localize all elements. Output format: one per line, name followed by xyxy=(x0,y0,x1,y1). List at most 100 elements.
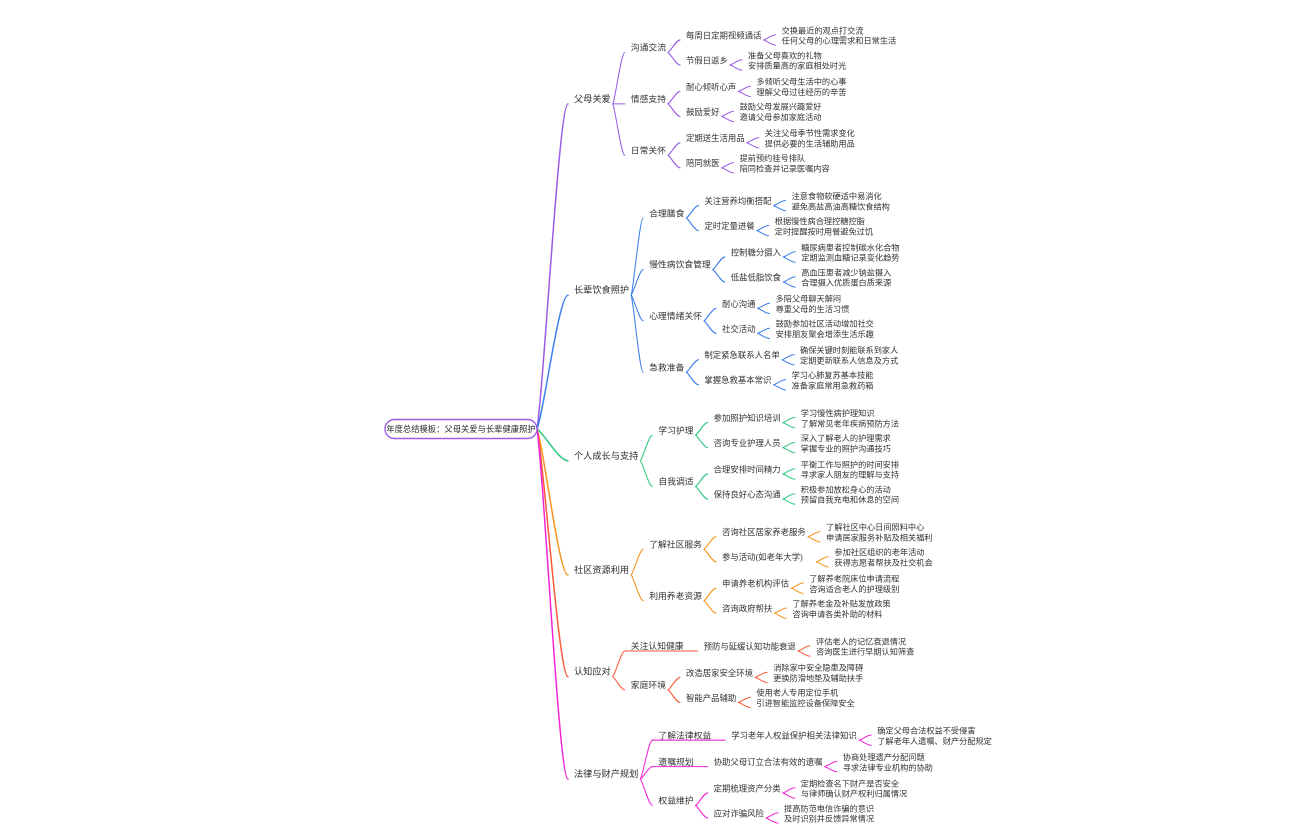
svg-text:了解老年人遗嘱、财产分配规定: 了解老年人遗嘱、财产分配规定 xyxy=(877,736,992,746)
svg-text:沟通交流: 沟通交流 xyxy=(631,42,666,53)
svg-text:获得志愿者帮扶及社交机会: 获得志愿者帮扶及社交机会 xyxy=(834,558,932,568)
svg-text:低盐低脂饮食: 低盐低脂饮食 xyxy=(731,272,782,282)
svg-text:关注认知健康: 关注认知健康 xyxy=(631,640,684,651)
svg-text:高血压患者减少钠盐摄入: 高血压患者减少钠盐摄入 xyxy=(801,267,891,277)
svg-text:定期更新联系人信息及方式: 定期更新联系人信息及方式 xyxy=(800,356,898,366)
svg-text:多倾听父母生活中的心事: 多倾听父母生活中的心事 xyxy=(756,77,846,87)
svg-text:寻求家人朋友的理解与支持: 寻求家人朋友的理解与支持 xyxy=(801,470,899,480)
svg-text:安排朋友聚会增添生活乐趣: 安排朋友聚会增添生活乐趣 xyxy=(776,329,874,339)
svg-text:协助父母订立合法有效的遗嘱: 协助父母订立合法有效的遗嘱 xyxy=(714,757,823,767)
svg-text:协商处理遗产分配问题: 协商处理遗产分配问题 xyxy=(843,752,925,762)
svg-text:合理膳食: 合理膳食 xyxy=(649,207,684,218)
svg-text:年度总结模板：父母关爱与长辈健康照护: 年度总结模板：父母关爱与长辈健康照护 xyxy=(386,424,535,434)
svg-text:陪同检查并记录医嘱内容: 陪同检查并记录医嘱内容 xyxy=(740,164,830,174)
svg-text:提高防范电信诈骗的意识: 提高防范电信诈骗的意识 xyxy=(784,803,874,813)
svg-text:咨询医生进行早期认知筛查: 咨询医生进行早期认知筛查 xyxy=(816,647,914,657)
svg-text:了解社区服务: 了解社区服务 xyxy=(649,539,702,550)
svg-text:个人成长与支持: 个人成长与支持 xyxy=(574,450,638,461)
svg-text:多陪父母聊天解闷: 多陪父母聊天解闷 xyxy=(776,294,842,304)
svg-text:申请养老机构评估: 申请养老机构评估 xyxy=(722,579,790,589)
svg-text:了解社区中心日间照料中心: 了解社区中心日间照料中心 xyxy=(826,522,924,532)
svg-text:尊重父母的生活习惯: 尊重父母的生活习惯 xyxy=(776,304,850,314)
svg-text:预留自我充电和休息的空间: 预留自我充电和休息的空间 xyxy=(801,495,899,505)
svg-text:任何父母的心理需求和日常生活: 任何父母的心理需求和日常生活 xyxy=(782,36,897,46)
svg-text:智能产品辅助: 智能产品辅助 xyxy=(686,693,736,703)
svg-text:学习老年人权益保护相关法律知识: 学习老年人权益保护相关法律知识 xyxy=(731,731,857,741)
svg-text:咨询政府帮扶: 咨询政府帮扶 xyxy=(722,604,773,614)
svg-text:心理情绪关怀: 心理情绪关怀 xyxy=(649,310,702,321)
svg-text:保持良好心态沟通: 保持良好心态沟通 xyxy=(714,489,782,499)
svg-text:评估老人的记忆衰退情况: 评估老人的记忆衰退情况 xyxy=(816,636,906,646)
svg-text:社交活动: 社交活动 xyxy=(722,324,756,334)
svg-text:交换最近的观点打交流: 交换最近的观点打交流 xyxy=(782,25,864,35)
svg-text:认知应对: 认知应对 xyxy=(574,666,611,677)
svg-text:鼓励爱好: 鼓励爱好 xyxy=(686,107,720,117)
svg-text:积极参加放松身心的活动: 积极参加放松身心的活动 xyxy=(801,484,891,494)
svg-text:权益维护: 权益维护 xyxy=(658,795,693,806)
svg-text:准备父母喜欢的礼物: 准备父母喜欢的礼物 xyxy=(748,50,822,60)
svg-text:消除家中安全隐患及障碍: 消除家中安全隐患及障碍 xyxy=(773,663,863,673)
svg-text:鼓励父母发展兴趣爱好: 鼓励父母发展兴趣爱好 xyxy=(740,102,822,112)
svg-text:每周日定期视频通话: 每周日定期视频通话 xyxy=(686,30,762,40)
svg-text:学习心肺复苏基本技能: 学习心肺复苏基本技能 xyxy=(792,370,874,380)
svg-text:情感支持: 情感支持 xyxy=(631,93,666,104)
svg-text:与律师确认财产权利归属情况: 与律师确认财产权利归属情况 xyxy=(801,789,907,799)
svg-text:参加照护知识培训: 参加照护知识培训 xyxy=(714,413,781,423)
svg-text:定期送生活用品: 定期送生活用品 xyxy=(686,133,745,143)
svg-text:应对诈骗风险: 应对诈骗风险 xyxy=(714,808,765,818)
svg-text:使用老人专用定位手机: 使用老人专用定位手机 xyxy=(756,688,839,698)
svg-text:利用养老资源: 利用养老资源 xyxy=(649,590,702,601)
svg-text:准备家庭常用急救药箱: 准备家庭常用急救药箱 xyxy=(792,381,874,391)
svg-text:耐心倾听心声: 耐心倾听心声 xyxy=(686,82,736,92)
svg-text:定时定量进餐: 定时定量进餐 xyxy=(704,221,755,231)
svg-text:慢性病饮食管理: 慢性病饮食管理 xyxy=(649,259,711,270)
svg-text:预防与延缓认知功能衰退: 预防与延缓认知功能衰退 xyxy=(704,641,797,651)
svg-text:参与活动(如老年大学): 参与活动(如老年大学) xyxy=(722,552,803,562)
svg-text:节假日返乡: 节假日返乡 xyxy=(686,55,728,65)
svg-text:参加社区组织的老年活动: 参加社区组织的老年活动 xyxy=(834,547,924,557)
svg-text:父母关爱: 父母关爱 xyxy=(574,93,611,104)
svg-text:日常关怀: 日常关怀 xyxy=(631,145,666,156)
svg-text:糖尿病患者控制碳水化合物: 糖尿病患者控制碳水化合物 xyxy=(801,242,899,252)
svg-text:合理摄入优质蛋白质来源: 合理摄入优质蛋白质来源 xyxy=(801,278,891,288)
svg-text:了解法律权益: 了解法律权益 xyxy=(658,729,711,740)
svg-text:定期监测血糖记录变化趋势: 定期监测血糖记录变化趋势 xyxy=(801,253,899,263)
svg-text:改造居家安全环境: 改造居家安全环境 xyxy=(686,668,753,678)
svg-text:提供必要的生活辅助用品: 提供必要的生活辅助用品 xyxy=(765,139,855,149)
svg-text:急救准备: 急救准备 xyxy=(649,362,684,373)
svg-text:长辈饮食照护: 长辈饮食照护 xyxy=(574,284,629,295)
svg-text:申请居家服务补贴及相关福利: 申请居家服务补贴及相关福利 xyxy=(826,533,932,543)
svg-text:制定紧急联系人名单: 制定紧急联系人名单 xyxy=(704,350,779,360)
svg-text:学习慢性病护理知识: 学习慢性病护理知识 xyxy=(801,408,875,418)
svg-text:自我调适: 自我调适 xyxy=(658,476,693,487)
svg-text:家庭环境: 家庭环境 xyxy=(631,679,666,690)
svg-text:理解父母过往经历的辛苦: 理解父母过往经历的辛苦 xyxy=(756,87,846,97)
svg-text:平衡工作与照护的时间安排: 平衡工作与照护的时间安排 xyxy=(801,459,899,469)
svg-text:及时识别并反馈异常情况: 及时识别并反馈异常情况 xyxy=(784,814,874,824)
svg-text:学习护理: 学习护理 xyxy=(658,424,693,435)
svg-text:定期梳理资产分类: 定期梳理资产分类 xyxy=(714,783,782,793)
svg-text:安排质量高的家庭相处时光: 安排质量高的家庭相处时光 xyxy=(748,61,846,71)
svg-text:避免高盐高油高糖饮食结构: 避免高盐高油高糖饮食结构 xyxy=(792,201,890,211)
svg-text:邀请父母参加家庭活动: 邀请父母参加家庭活动 xyxy=(740,112,822,122)
svg-text:咨询申请各类补助的材料: 咨询申请各类补助的材料 xyxy=(792,609,882,619)
svg-text:咨询专业护理人员: 咨询专业护理人员 xyxy=(714,438,781,448)
svg-text:根据慢性病合理控糖控脂: 根据慢性病合理控糖控脂 xyxy=(775,216,865,226)
svg-text:更换防滑地垫及辅助扶手: 更换防滑地垫及辅助扶手 xyxy=(773,673,863,683)
svg-text:控制糖分摄入: 控制糖分摄入 xyxy=(731,247,782,257)
svg-text:深入了解老人的护理需求: 深入了解老人的护理需求 xyxy=(801,433,891,443)
svg-text:确保关键时刻能联系到家人: 确保关键时刻能联系到家人 xyxy=(800,345,898,355)
svg-text:遗嘱规划: 遗嘱规划 xyxy=(658,756,693,767)
svg-text:了解常见老年疾病预防方法: 了解常见老年疾病预防方法 xyxy=(801,418,899,428)
svg-text:鼓励参加社区活动增加社交: 鼓励参加社区活动增加社交 xyxy=(776,319,874,329)
svg-text:引进智能监控设备保障安全: 引进智能监控设备保障安全 xyxy=(756,698,854,708)
svg-text:定期检查名下财产是否安全: 定期检查名下财产是否安全 xyxy=(801,778,899,788)
svg-text:定时提醒按时用餐避免过饥: 定时提醒按时用餐避免过饥 xyxy=(775,226,873,236)
svg-text:注意食物软硬适中易消化: 注意食物软硬适中易消化 xyxy=(792,191,882,201)
svg-text:咨询社区居家养老服务: 咨询社区居家养老服务 xyxy=(722,527,806,537)
svg-text:关注父母季节性需求变化: 关注父母季节性需求变化 xyxy=(765,128,855,138)
svg-text:了解养老金及补贴发放政策: 了解养老金及补贴发放政策 xyxy=(792,599,890,609)
svg-text:合理安排时间精力: 合理安排时间精力 xyxy=(714,464,781,474)
svg-text:社区资源利用: 社区资源利用 xyxy=(574,564,629,575)
svg-text:掌握急救基本常识: 掌握急救基本常识 xyxy=(704,375,771,385)
